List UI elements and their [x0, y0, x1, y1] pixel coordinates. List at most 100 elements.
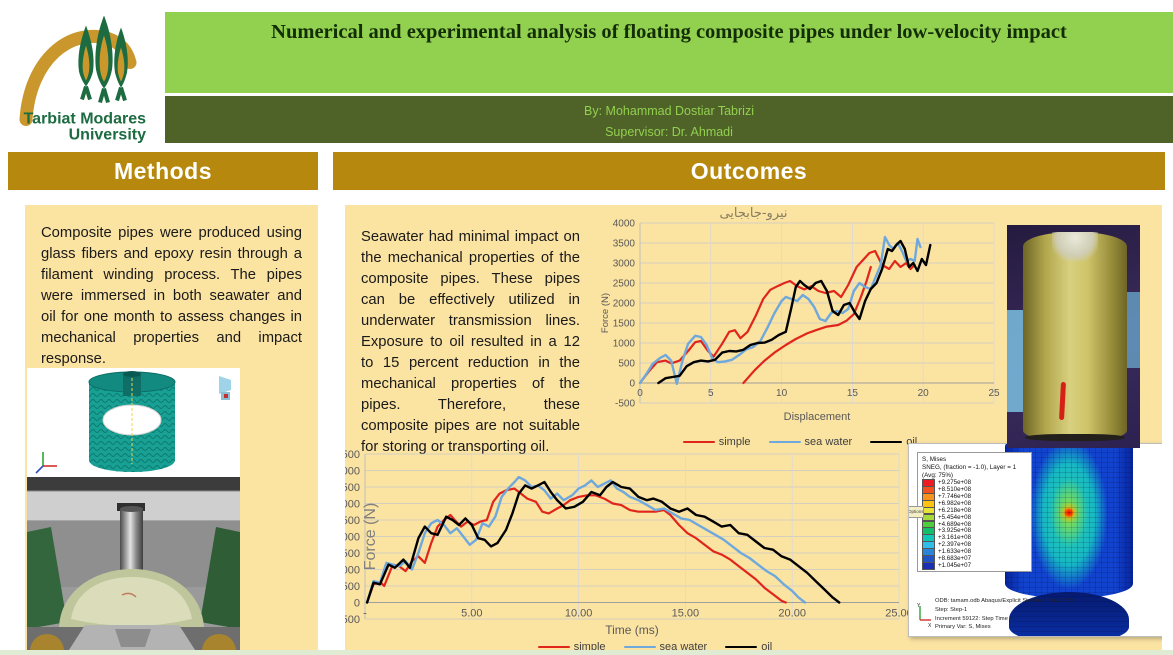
abaqus-axis-triad-icon: Y X	[917, 603, 932, 628]
svg-text:5: 5	[708, 388, 714, 399]
cylinder-bottom-rim	[1009, 592, 1129, 636]
logo-arch	[19, 29, 137, 126]
abaqus-scale: +9.275e+08 +8.510e+08 +7.746e+08 +6.982e+08…	[922, 479, 1028, 570]
svg-text:Displacement: Displacement	[784, 411, 851, 423]
impactor-cylinder	[120, 506, 143, 583]
svg-text:-: -	[363, 608, 367, 620]
abaqus-legend-panel: S, Mises SNEG, (fraction = -1.0), Layer …	[917, 452, 1032, 573]
impact-test-photo	[27, 477, 240, 650]
abaqus-legend-line1: S, Mises	[922, 456, 947, 463]
svg-text:20: 20	[918, 388, 930, 399]
author-line: By: Mohammad Dostiar Tabrizi	[584, 104, 754, 118]
abaqus-footer-line2: Step: Step-1	[935, 606, 968, 613]
methods-paragraph: Composite pipes were produced using glas…	[41, 225, 302, 367]
svg-text:20.00: 20.00	[778, 608, 806, 620]
svg-text:Force (N): Force (N)	[600, 293, 611, 333]
svg-text:1500: 1500	[345, 548, 360, 560]
scale-row: +1.045e+07	[922, 562, 1028, 570]
force-time-chart: -500 0 500 1000 1500 2000 2500 3000 3500 4000 4500…	[345, 449, 913, 637]
svg-text:Force (N): Force (N)	[362, 503, 379, 571]
damage-zone	[1052, 231, 1098, 262]
svg-text:2500: 2500	[345, 515, 360, 527]
composite-dome	[59, 569, 204, 636]
svg-text:0: 0	[354, 597, 360, 609]
series-simple	[742, 265, 872, 385]
svg-text:25.00: 25.00	[885, 608, 913, 620]
svg-text:2500: 2500	[613, 279, 636, 290]
svg-text:2000: 2000	[345, 531, 360, 543]
red-mark	[1059, 382, 1067, 421]
meshed-cylinder	[88, 371, 176, 472]
outcomes-paragraph: Seawater had minimal impact on the mecha…	[361, 229, 580, 455]
series-sea-water	[365, 475, 807, 604]
svg-text:-500: -500	[345, 614, 360, 626]
composite-pipe-specimen	[1022, 231, 1127, 442]
legend-swatch	[768, 440, 801, 444]
legend-item-sea-water: sea water	[623, 641, 707, 650]
logo-text-line1: Tarbiat Modares	[24, 111, 147, 128]
svg-text:-500: -500	[615, 399, 635, 410]
svg-text:1000: 1000	[345, 564, 360, 576]
svg-text:500: 500	[618, 359, 635, 370]
outcomes-box: نیرو-جابجایی Seawater had minimal impact…	[345, 205, 1162, 650]
svg-text:1500: 1500	[613, 319, 636, 330]
series-oil	[657, 239, 932, 385]
series-oil	[365, 480, 841, 604]
pipe-bottom-rim	[1025, 434, 1125, 442]
logo-text-line2: University	[69, 127, 146, 144]
options-tab: Options	[909, 506, 924, 518]
svg-text:10: 10	[776, 388, 788, 399]
svg-text:3500: 3500	[613, 239, 636, 250]
svg-text:3000: 3000	[613, 259, 636, 270]
svg-text:1000: 1000	[613, 339, 636, 350]
svg-text:X: X	[928, 623, 932, 628]
chart1-legend: simple sea water oil	[600, 436, 1000, 448]
methods-heading: Methods	[8, 152, 318, 190]
svg-text:0: 0	[637, 388, 643, 399]
pipe-specimen-photo	[1007, 225, 1140, 448]
svg-text:0: 0	[629, 379, 635, 390]
abaqus-legend-line3: (Avg: 75%)	[922, 471, 954, 479]
fe-model-figure	[27, 368, 240, 477]
title-banner: Numerical and experimental analysis of f…	[165, 12, 1173, 93]
svg-text:4500: 4500	[345, 449, 360, 461]
abaqus-footer-line1: ODB: tamam.odb Abaqus/Explicit Standard …	[935, 598, 1075, 605]
outcomes-heading: Outcomes	[333, 152, 1165, 190]
abaqus-result-figure: S, Mises SNEG, (fraction = -1.0), Layer …	[908, 443, 1162, 637]
logo-trees	[78, 15, 128, 104]
svg-text:5.00: 5.00	[461, 608, 482, 620]
legend-swatch	[870, 440, 903, 444]
chart2-legend: simple sea water oil	[405, 641, 905, 650]
svg-text:4000: 4000	[345, 465, 360, 477]
legend-item-simple: simple	[537, 641, 606, 650]
svg-text:15: 15	[847, 388, 859, 399]
impactor-icon	[219, 376, 231, 400]
svg-text:10.00: 10.00	[565, 608, 593, 620]
abaqus-legend-line2: SNEG, (fraction = -1.0), Layer = 1	[922, 463, 1017, 471]
legend-item-oil: oil	[725, 641, 772, 650]
series-simple	[365, 487, 787, 604]
axis-triad-icon	[35, 452, 57, 474]
svg-text:15.00: 15.00	[672, 608, 700, 620]
legend-item-sea-water: sea water	[768, 436, 852, 448]
right-support-cone	[200, 527, 240, 629]
university-logo: Tarbiat Modares University	[19, 15, 147, 144]
legend-swatch	[537, 645, 570, 649]
legend-item-oil: oil	[870, 436, 917, 448]
svg-text:3000: 3000	[345, 498, 360, 510]
poster-title: Numerical and experimental analysis of f…	[271, 21, 1067, 43]
abaqus-footer-line3: Increment 59122: Step Time =	[935, 615, 1013, 622]
byline-banner: By: Mohammad Dostiar Tabrizi Supervisor:…	[165, 96, 1173, 143]
legend-item-simple: simple	[682, 436, 751, 448]
bottom-strip	[0, 650, 1173, 655]
svg-text:500: 500	[345, 581, 360, 593]
series-simple	[638, 249, 916, 385]
svg-text:2000: 2000	[613, 299, 636, 310]
left-support-cone	[27, 527, 67, 629]
legend-swatch	[682, 440, 715, 444]
series-sea-water	[638, 235, 922, 386]
methods-box: Composite pipes were produced using glas…	[25, 205, 318, 650]
legend-swatch	[725, 645, 758, 649]
